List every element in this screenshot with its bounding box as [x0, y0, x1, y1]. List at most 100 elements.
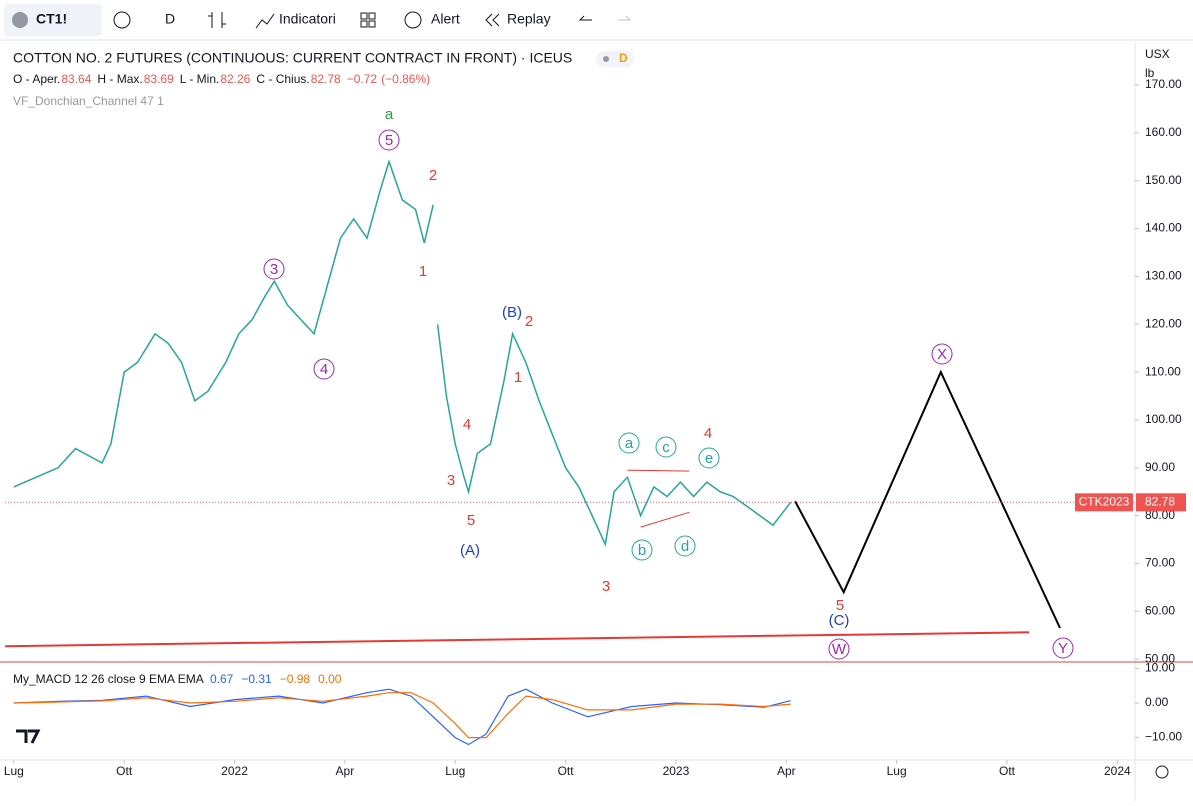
indicator-name: VF_Donchian_Channel 47 1	[13, 94, 164, 108]
x-tick-label: Lug	[4, 764, 24, 778]
wave-label: 3	[447, 472, 455, 489]
triangle-line	[640, 511, 690, 528]
x-tick-label: Ott	[558, 764, 575, 778]
ohlc-label: L - Min.	[180, 72, 220, 86]
wave-label: Y	[1058, 640, 1068, 657]
wave-label: b	[638, 542, 646, 559]
wave-label: 5	[836, 597, 844, 614]
chart-title: COTTON NO. 2 FUTURES (CONTINUOUS: CURREN…	[13, 50, 572, 66]
macd-value: −0.98	[280, 672, 311, 686]
wave-label: 2	[525, 313, 533, 330]
currency[interactable]: USX	[1145, 47, 1170, 61]
wave-circle	[263, 258, 285, 280]
ohlc-label: C - Chius.	[256, 72, 309, 86]
x-tick-label: 2023	[663, 764, 690, 778]
wave-label: X	[937, 346, 947, 363]
x-tick-label: Apr	[336, 764, 355, 778]
ohlc-label: H - Max.	[97, 72, 142, 86]
x-tick-label: 2024	[1104, 764, 1131, 778]
replay-icon[interactable]	[485, 13, 500, 27]
macd-line	[13, 692, 791, 739]
wave-circle	[631, 539, 653, 561]
interval-badge: D	[619, 51, 628, 65]
wave-label: (C)	[829, 612, 850, 629]
macd-title: My_MACD 12 26 close 9 EMA EMA	[13, 672, 204, 686]
alert-icon[interactable]	[404, 11, 422, 29]
add-icon[interactable]	[113, 11, 131, 29]
ohlc-value: 83.64	[61, 72, 91, 86]
wave-circle	[1052, 637, 1074, 659]
macd-value: 0.67	[210, 672, 234, 686]
wave-label: 4	[463, 416, 471, 433]
wave-label: e	[705, 450, 713, 467]
symbol[interactable]: CT1!	[36, 11, 67, 27]
wave-label: a	[625, 435, 634, 452]
ohlc-value: 83.69	[144, 72, 174, 86]
y-tick-label: 100.00	[1145, 412, 1182, 426]
y-tick-label: 10.00	[1145, 661, 1175, 675]
toolbar	[0, 0, 1193, 40]
indicators[interactable]: Indicatori	[279, 11, 336, 27]
y-tick-label: 130.00	[1145, 269, 1182, 283]
macd-value: −0.31	[241, 672, 272, 686]
wave-circle	[828, 638, 850, 660]
y-tick-label: 90.00	[1145, 460, 1175, 474]
wave-circle	[698, 447, 720, 469]
interval[interactable]: D	[165, 11, 175, 27]
ohlc-value: 82.78	[311, 72, 341, 86]
wave-label: a	[385, 106, 394, 123]
layout-icon[interactable]	[360, 12, 368, 20]
wave-label: 5	[385, 132, 393, 149]
y-tick-label: 120.00	[1145, 316, 1182, 330]
alert[interactable]: Alert	[431, 11, 460, 27]
x-tick-label: Lug	[887, 764, 907, 778]
wave-label: 3	[270, 261, 278, 278]
wave-label: d	[681, 538, 689, 555]
badge-dot	[603, 56, 609, 62]
y-tick-label: 110.00	[1145, 364, 1181, 378]
wave-label: 1	[419, 263, 427, 280]
y-tick-label: 150.00	[1145, 173, 1182, 187]
ohlc-value: 82.26	[220, 72, 250, 86]
wave-circle	[313, 358, 335, 380]
bars-icon[interactable]	[208, 12, 226, 28]
replay[interactable]: Replay	[507, 11, 551, 27]
x-tick-label: Ott	[999, 764, 1016, 778]
symbol-icon	[12, 12, 28, 28]
support-line	[4, 631, 1030, 648]
layout-icon	[368, 12, 376, 20]
indicators-icon[interactable]	[255, 13, 275, 29]
y-tick-label: 160.00	[1145, 125, 1182, 139]
wave-circle	[378, 129, 400, 151]
last-price-badge	[1075, 493, 1133, 512]
y-tick-label: 140.00	[1145, 221, 1182, 235]
y-tick-label: 60.00	[1145, 603, 1175, 617]
price-line	[13, 159, 792, 547]
undo-icon[interactable]	[578, 15, 592, 21]
x-tick-label: 2022	[221, 764, 248, 778]
wave-label: (B)	[502, 304, 522, 321]
forecast-line	[794, 369, 1061, 629]
layout-icon	[360, 20, 368, 28]
layout-icon	[368, 20, 376, 28]
wave-label: 4	[704, 425, 712, 442]
macd-line	[13, 688, 791, 746]
last-price-label: 82.78	[1145, 494, 1175, 508]
wave-label: c	[662, 439, 670, 456]
last-price-name: CTK2023	[1079, 494, 1130, 508]
redo-icon[interactable]	[618, 15, 632, 21]
x-tick-label: Lug	[445, 764, 465, 778]
wave-circle	[655, 436, 677, 458]
y-tick-label: 70.00	[1145, 556, 1175, 570]
settings-icon[interactable]	[1155, 765, 1169, 779]
unit[interactable]: lb	[1145, 66, 1155, 80]
wave-circle	[674, 535, 696, 557]
x-tick-label: Ott	[116, 764, 133, 778]
wave-circle	[931, 343, 953, 365]
wave-label: 2	[429, 167, 437, 184]
triangle-line	[627, 469, 690, 472]
y-tick-label: 50.00	[1145, 651, 1175, 665]
y-tick-label: −10.00	[1145, 730, 1182, 744]
symbol-button[interactable]	[4, 4, 102, 36]
